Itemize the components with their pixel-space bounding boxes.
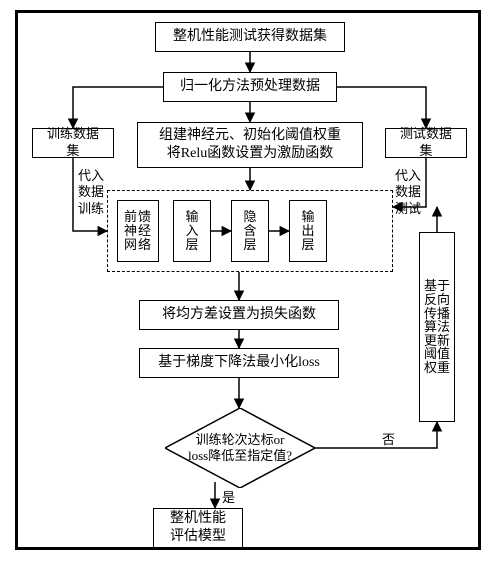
node-ffnn-label: 前馈神经网络 [117,200,159,262]
node-gd-minimize: 基于梯度下降法最小化loss [139,348,339,378]
flowchart-canvas: 整机性能测试获得数据集 归一化方法预处理数据 组建神经元、初始化阈值权重 将Re… [0,0,500,564]
output-layer-text: 输出层 [298,210,318,253]
node-acquire-dataset: 整机性能测试获得数据集 [155,22,345,52]
backprop-text: 基于反向传播算法更新阈值权重 [422,279,452,374]
decision-epochs-or-loss: 训练轮次达标or loss降低至指定值? [165,408,315,488]
decision-label: 训练轮次达标or loss降低至指定值? [165,408,315,488]
node-input-layer: 输入层 [173,200,211,262]
label-train-feed: 代入 数据 训练 [78,168,104,217]
hidden-layer-text: 隐含层 [240,210,260,253]
node-normalize: 归一化方法预处理数据 [163,72,337,102]
node-output-layer: 输出层 [289,200,327,262]
node-eval-model: 整机性能 评估模型 [153,508,243,548]
node-test-set: 测试数据集 [385,128,467,158]
node-hidden-layer: 隐含层 [231,200,269,262]
input-layer-text: 输入层 [182,210,202,253]
node-build-nn: 组建神经元、初始化阈值权重 将Relu函数设置为激励函数 [137,122,363,168]
label-yes: 是 [222,490,235,506]
label-test-feed: 代入 数据 测试 [395,168,421,217]
node-train-set: 训练数据集 [32,128,114,158]
node-backprop-update: 基于反向传播算法更新阈值权重 [419,232,455,422]
ffnn-label-text: 前馈神经网络 [120,210,156,253]
label-no: 否 [382,432,395,448]
node-loss-mse: 将均方差设置为损失函数 [139,300,339,330]
